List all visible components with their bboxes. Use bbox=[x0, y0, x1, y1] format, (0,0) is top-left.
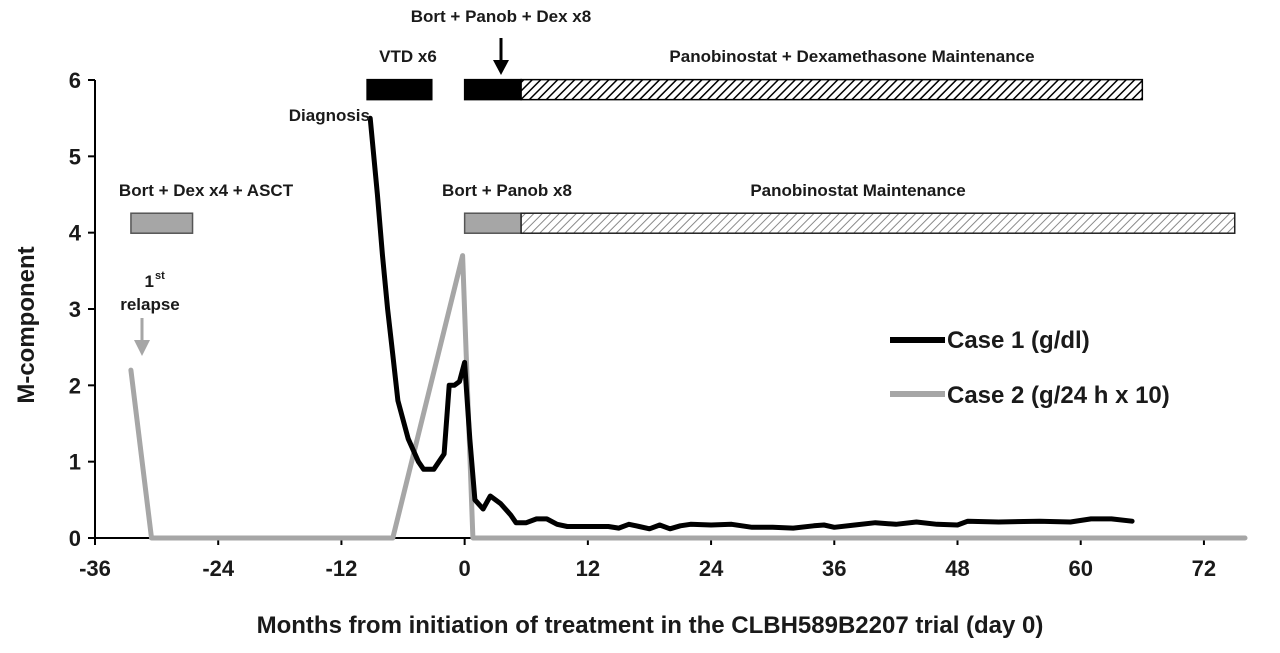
series-line-2 bbox=[128, 253, 1248, 541]
treatment-bar bbox=[463, 212, 522, 234]
treatment-bar bbox=[130, 212, 194, 234]
treatment-bar-label: Bort + Panob x8 bbox=[442, 181, 572, 200]
x-tick-label: -36 bbox=[79, 556, 111, 581]
series-line-1 bbox=[367, 115, 1135, 532]
y-axis-title: M-component bbox=[13, 246, 40, 403]
y-ticks: 0 1 2 3 4 5 6 bbox=[69, 68, 95, 551]
relapse-label-ordinal: 1 bbox=[145, 272, 154, 291]
x-tick-label: 36 bbox=[822, 556, 846, 581]
y-tick-label: 6 bbox=[69, 68, 81, 93]
y-tick-label: 3 bbox=[69, 297, 81, 322]
x-tick-label: 24 bbox=[699, 556, 724, 581]
treatment-bar bbox=[520, 212, 1236, 234]
treatment-bar bbox=[463, 78, 522, 101]
treatment-bars: VTD x6 Bort + Panob + Dex x8 Panobinostat … bbox=[119, 7, 1236, 234]
relapse-label-superscript: st bbox=[155, 270, 165, 282]
x-ticks: -36 -24 -12 0 12 24 36 48 60 72 bbox=[79, 538, 1216, 581]
y-tick-label: 5 bbox=[69, 144, 81, 169]
treatment-bar-label: Panobinostat + Dexamethasone Maintenance bbox=[669, 47, 1034, 66]
x-tick-label: 0 bbox=[459, 556, 471, 581]
treatment-bar-label: Bort + Panob + Dex x8 bbox=[411, 7, 591, 26]
treatment-bar bbox=[520, 78, 1144, 101]
y-tick-label: 2 bbox=[69, 373, 81, 398]
legend-label-case2: Case 2 (g/24 h x 10) bbox=[947, 382, 1170, 409]
series-lines bbox=[128, 115, 1248, 541]
treatment-bar-label: Bort + Dex x4 + ASCT bbox=[119, 181, 294, 200]
treatment-bar bbox=[366, 78, 433, 101]
relapse-arrow-icon bbox=[134, 318, 150, 356]
x-tick-label: -12 bbox=[326, 556, 358, 581]
legend-label-case1: Case 1 (g/dl) bbox=[947, 327, 1090, 354]
diagnosis-label: Diagnosis bbox=[289, 106, 370, 125]
y-tick-label: 1 bbox=[69, 450, 81, 475]
x-axis-title: Months from initiation of treatment in t… bbox=[257, 612, 1044, 639]
legend: Case 1 (g/dl) Case 2 (g/24 h x 10) bbox=[890, 327, 1170, 409]
x-tick-label: -24 bbox=[202, 556, 235, 581]
y-tick-label: 0 bbox=[69, 526, 81, 551]
x-tick-label: 60 bbox=[1068, 556, 1092, 581]
x-tick-label: 72 bbox=[1192, 556, 1216, 581]
y-tick-label: 4 bbox=[69, 221, 82, 246]
x-tick-label: 12 bbox=[576, 556, 600, 581]
x-tick-label: 48 bbox=[945, 556, 969, 581]
panob-start-arrow-icon bbox=[493, 38, 509, 75]
relapse-label-number: 1 bbox=[145, 272, 154, 291]
treatment-bar-label: VTD x6 bbox=[379, 47, 437, 66]
treatment-bar-label: Panobinostat Maintenance bbox=[750, 181, 965, 200]
relapse-label-word: relapse bbox=[120, 295, 180, 314]
